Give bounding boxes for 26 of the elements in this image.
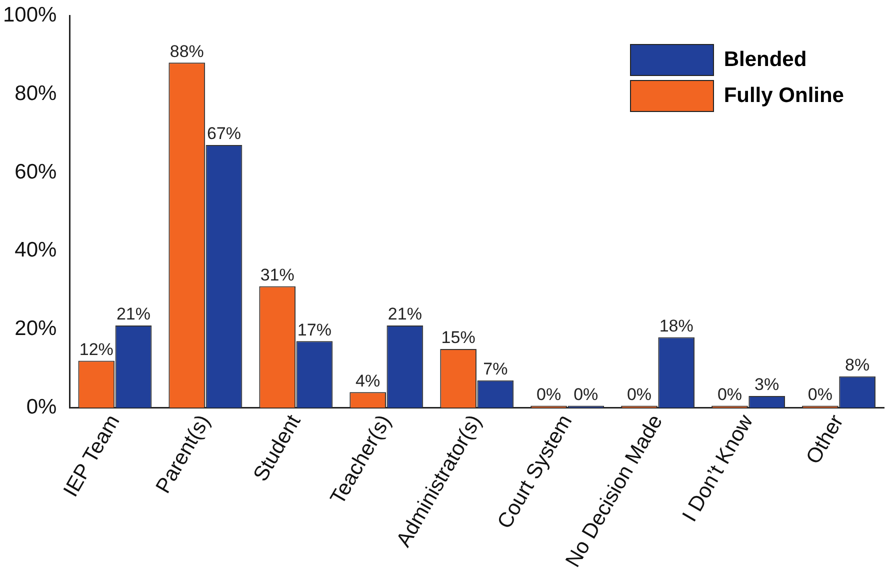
data-label: 21% [116, 304, 151, 324]
data-label: 67% [206, 124, 241, 144]
y-tick-label: 0% [26, 396, 57, 419]
y-tick-label: 40% [14, 238, 57, 262]
data-label: 4% [356, 371, 380, 390]
data-label: 18% [659, 316, 694, 336]
data-label: 3% [754, 375, 780, 394]
legend-label: Blended [724, 48, 807, 72]
data-label: 7% [483, 360, 508, 379]
data-label: 21% [388, 304, 422, 324]
data-label: 0% [536, 384, 562, 404]
data-label: 17% [297, 320, 332, 340]
data-label: 8% [845, 356, 870, 375]
data-label: 0% [808, 384, 833, 404]
data-label: 0% [717, 384, 742, 404]
data-label: 12% [79, 340, 114, 359]
data-label: 31% [260, 265, 294, 284]
y-tick-label: 100% [2, 3, 57, 26]
data-label: 88% [170, 42, 204, 61]
data-label: 0% [574, 384, 598, 404]
data-label: 0% [626, 384, 652, 404]
y-tick-label: 60% [14, 160, 57, 184]
legend-label: Fully Online [724, 84, 844, 108]
y-tick-label: 80% [14, 82, 57, 105]
data-label: 15% [441, 328, 476, 348]
y-tick-label: 20% [14, 317, 57, 340]
